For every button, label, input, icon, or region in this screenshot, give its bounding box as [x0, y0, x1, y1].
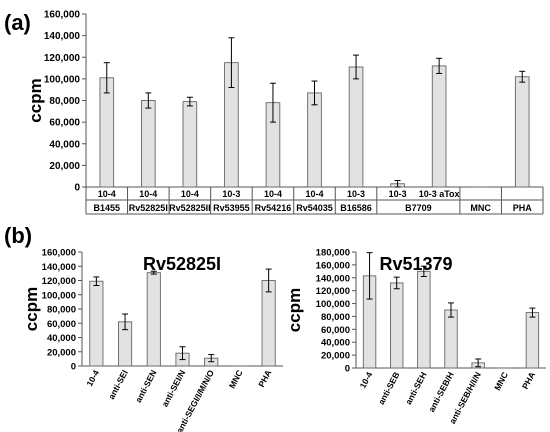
y-axis-label: ccpm: [285, 288, 304, 332]
category-label: 10-4: [139, 189, 157, 199]
group-label: Rv52825II: [169, 203, 211, 213]
y-tick-label: 160,000: [316, 260, 350, 271]
y-tick-label: 60,000: [47, 319, 76, 330]
y-tick-label: 20,000: [321, 351, 350, 362]
y-tick-label: 0: [71, 362, 76, 373]
bar: [307, 92, 322, 188]
bar: [444, 309, 458, 369]
y-tick-label: 20,000: [49, 161, 80, 172]
bar: [417, 270, 431, 369]
category-label: 10-3 aTox: [419, 189, 460, 199]
category-label: anti-SEN: [133, 368, 158, 404]
bar: [146, 272, 161, 367]
category-label: PHA: [520, 370, 537, 391]
chart-b2-title: Rv51379: [379, 254, 452, 274]
group-label: B16586: [340, 203, 372, 213]
y-tick-label: 60,000: [49, 118, 80, 129]
y-tick-label: 80,000: [49, 96, 80, 107]
y-tick-label: 100,000: [44, 74, 81, 85]
group-label: PHA: [513, 203, 533, 213]
category-label: MNC: [227, 368, 245, 390]
bar: [89, 280, 104, 367]
chart-b1-title: Rv52825I: [143, 254, 221, 274]
y-tick-label: 100,000: [42, 290, 76, 301]
category-label: 10-3: [347, 189, 365, 199]
bar: [390, 282, 404, 369]
bar: [99, 77, 115, 188]
y-tick-label: 0: [74, 183, 80, 194]
y-tick-label: 120,000: [42, 276, 76, 287]
chart-b2: 0 20,000 40,000 60,000 80,000 100,000 120,000 1…: [285, 248, 546, 425]
y-tick-label: 40,000: [47, 333, 76, 344]
category-label: 10-4: [181, 189, 199, 199]
y-tick-label: 160,000: [44, 10, 81, 21]
category-label: 10-4: [358, 370, 375, 390]
bar: [261, 280, 276, 367]
group-label: B7709: [405, 203, 432, 213]
y-axis-label: ccpm: [22, 287, 41, 331]
bar: [182, 101, 198, 188]
group-label: Rv52825I: [129, 203, 168, 213]
group-label: MNC: [470, 203, 491, 213]
bar: [348, 66, 364, 188]
y-tick-label: 180,000: [316, 248, 350, 259]
y-tick-label: 160,000: [42, 248, 76, 259]
y-tick-label: 80,000: [47, 305, 76, 316]
bar: [525, 312, 540, 369]
category-label: PHA: [256, 368, 273, 389]
category-label: 10-4: [264, 189, 282, 199]
group-label: Rv54216: [255, 203, 292, 213]
category-label: MNC: [492, 370, 510, 392]
chart-a: 0 20,000 40,000 60,000 80,000 100,000 120,000 1…: [26, 10, 544, 215]
y-tick-label: 60,000: [321, 325, 350, 336]
y-tick-label: 40,000: [321, 338, 350, 349]
y-tick-label: 20,000: [47, 347, 76, 358]
chart-b1: 0 20,000 40,000 60,000 80,000 100,000 120,000 1…: [22, 248, 283, 432]
category-label: anti-SEB: [376, 370, 401, 406]
category-label: 10-4: [98, 189, 116, 199]
category-label: 10-4: [305, 189, 323, 199]
y-tick-label: 140,000: [42, 262, 76, 273]
category-label: 10-4: [84, 368, 101, 388]
y-tick-label: 120,000: [316, 286, 350, 297]
y-tick-label: 0: [345, 364, 350, 375]
y-tick-label: 100,000: [316, 299, 350, 310]
bar: [514, 76, 530, 188]
panel-label-a: (a): [4, 10, 31, 35]
bar: [431, 65, 447, 188]
y-tick-label: 120,000: [44, 53, 81, 64]
group-label: Rv54035: [296, 203, 333, 213]
category-label: 10-3: [389, 189, 407, 199]
category-label: anti-SEH: [403, 370, 428, 406]
y-axis-label: ccpm: [26, 78, 45, 122]
panel-label-b: (b): [4, 223, 32, 248]
group-label: Rv53955: [213, 203, 250, 213]
group-label: B1455: [94, 203, 121, 213]
category-label: 10-3: [222, 189, 240, 199]
y-tick-label: 80,000: [321, 312, 350, 323]
y-tick-label: 40,000: [49, 139, 80, 150]
category-label: anti-SEB/H: [426, 370, 455, 413]
category-label: anti-SEI: [106, 368, 130, 401]
y-tick-label: 140,000: [316, 273, 350, 284]
category-label: anti-SEI/N: [160, 368, 188, 408]
bar: [141, 100, 156, 188]
y-tick-label: 140,000: [44, 31, 81, 42]
